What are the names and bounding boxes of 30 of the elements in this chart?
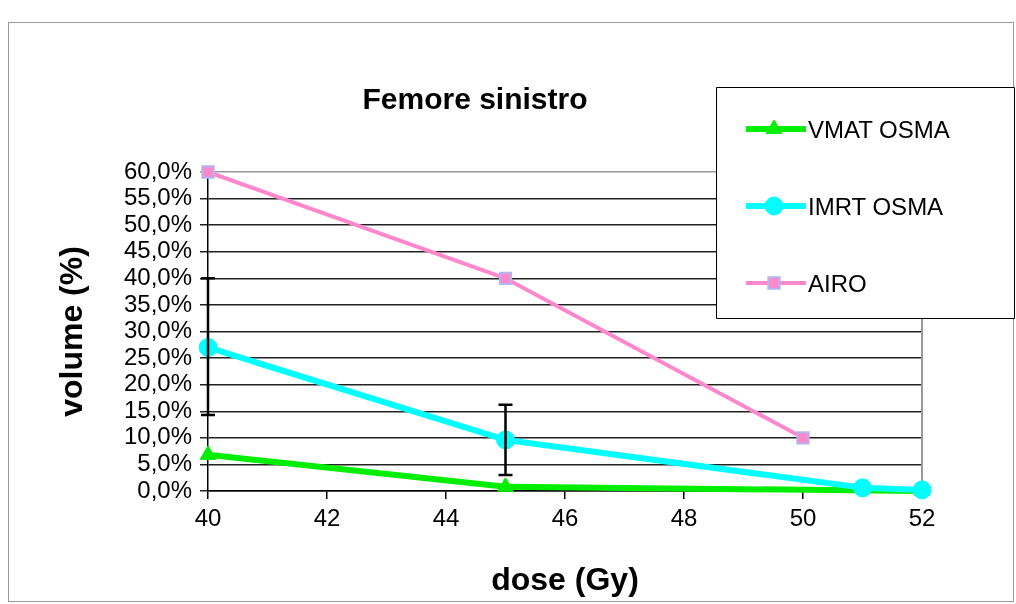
y-tick-label: 10,0%: [123, 422, 192, 450]
y-tick-label: 20,0%: [123, 369, 192, 397]
y-tick-label: 40,0%: [123, 262, 192, 290]
y-tick-label: 30,0%: [123, 316, 192, 344]
y-tick-label: 25,0%: [123, 342, 192, 370]
legend-label: IMRT OSMA: [808, 192, 944, 220]
y-tick-label: 0,0%: [137, 475, 192, 503]
y-axis-title: volume (%): [53, 246, 90, 417]
legend-label: VMAT OSMA: [808, 115, 950, 143]
point: [912, 480, 932, 500]
point: [796, 431, 810, 445]
x-tick-label: 46: [551, 504, 579, 532]
y-tick-label: 55,0%: [123, 183, 192, 211]
y-tick-label: 45,0%: [123, 236, 192, 264]
x-axis-title: dose (Gy): [491, 560, 639, 597]
legend-label: AIRO: [808, 269, 867, 297]
y-tick-label: 50,0%: [123, 209, 192, 237]
x-tick-label: 42: [313, 504, 341, 532]
y-tick-label: 35,0%: [123, 289, 192, 317]
point: [498, 271, 513, 285]
point: [853, 478, 872, 498]
x-tick-label: 44: [432, 504, 460, 532]
y-tick-label: 15,0%: [123, 395, 192, 423]
y-tick-label: 60,0%: [123, 156, 192, 184]
x-tick-label: 48: [670, 504, 698, 532]
y-tick-label: 5,0%: [137, 449, 192, 477]
x-tick-label: 40: [194, 504, 222, 532]
x-tick-label: 52: [908, 504, 936, 532]
x-tick-label: 50: [789, 504, 817, 532]
chart-title: Femore sinistro: [362, 82, 588, 116]
